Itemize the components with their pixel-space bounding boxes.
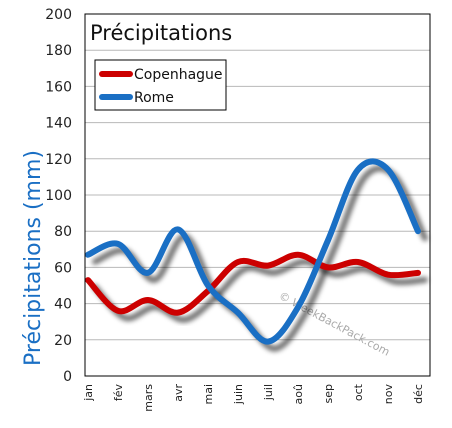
legend-label-rome: Rome [134,90,174,106]
x-tick-label: oct [352,383,365,401]
x-tick-label: jan [82,384,95,402]
y-tick-label: 60 [54,260,72,276]
y-tick-label: 0 [63,369,72,385]
legend-box [94,59,227,111]
plot-frame [84,13,431,377]
x-tick-label: juin [232,384,245,405]
x-tick-label: déc [412,384,425,404]
series-lines [85,158,421,345]
y-tick-label: 80 [54,224,72,240]
x-tick-label: aoû [292,384,305,404]
y-tick-label: 100 [45,188,72,204]
y-tick-label: 140 [45,116,72,132]
chart-title: Précipitations [90,21,232,45]
x-tick-label: avr [172,384,185,402]
series-shadow-copenhague [92,258,428,323]
y-axis-label: Précipitations (mm) [21,150,46,366]
x-tick-label: nov [382,384,395,405]
y-tick-label: 180 [45,43,72,59]
x-tick-label: fév [112,384,125,402]
series-line-rome [85,158,421,345]
series-line-copenhague [85,251,421,316]
y-tick-label: 200 [45,7,72,23]
legend-label-copenhague: Copenhague [134,67,223,83]
y-axis-ticks: 0 20 40 60 80 100 120 140 160 180 200 [45,7,72,385]
y-tick-label: 120 [45,152,72,168]
x-tick-label: mars [142,384,155,412]
x-tick-label: juil [262,384,275,401]
y-tick-label: 40 [54,297,72,313]
y-tick-label: 20 [54,333,72,349]
x-tick-label: mai [202,384,215,405]
legend: Copenhague Rome [94,59,227,111]
x-axis-ticks: jan fév mars avr mai juin juil aoû sep oct nov déc [82,383,425,411]
y-tick-label: 160 [45,79,72,95]
x-tick-label: sep [322,384,335,403]
